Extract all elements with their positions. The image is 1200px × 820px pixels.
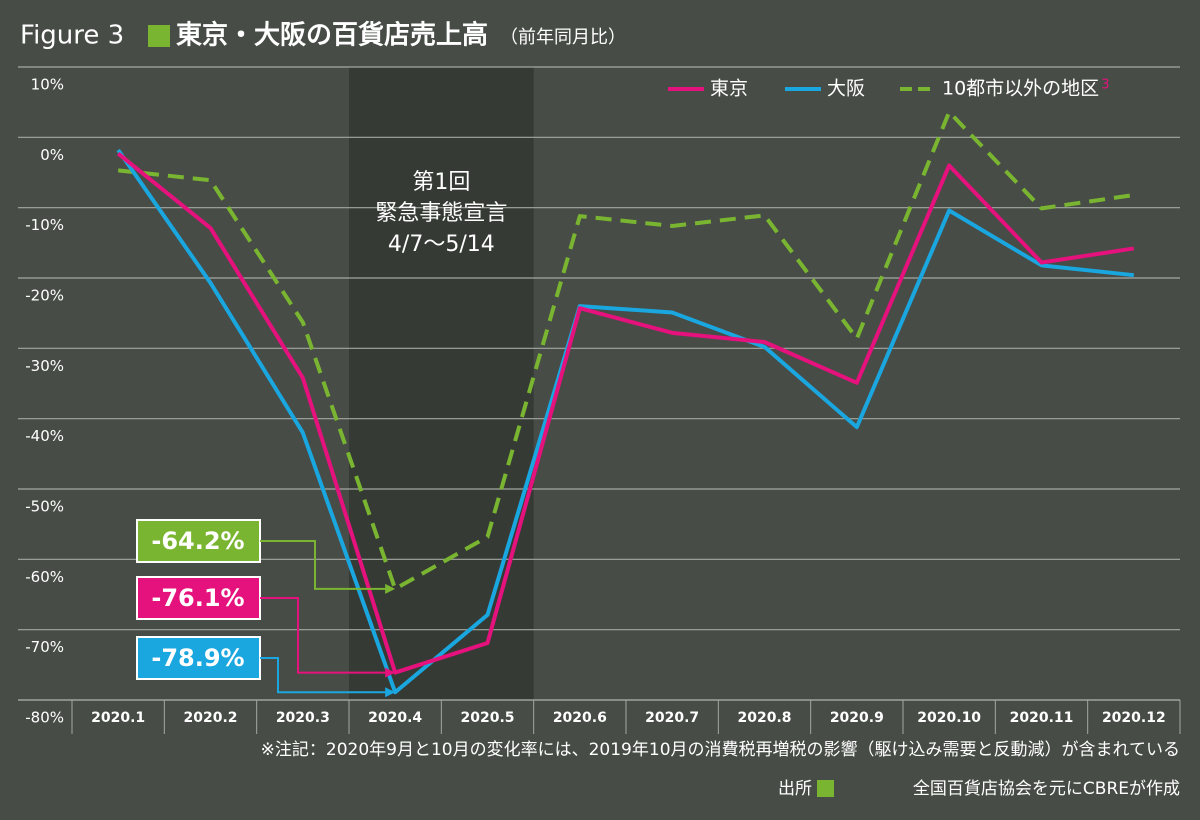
grid-layer: 10% 0% -10% -20% -30% -40% -50% -60% -70% -80% 202… [18, 66, 1181, 734]
line-layer [116, 110, 1135, 695]
callout-arrow [385, 687, 396, 698]
x-tick-label: 2020.12 [1102, 710, 1166, 726]
y-tick-label: -40% [25, 427, 64, 445]
source-label: 出所 [778, 779, 812, 799]
x-tick-label: 2020.10 [917, 710, 981, 726]
x-tick-label: 2020.1 [91, 710, 145, 726]
callout-connector [260, 657, 388, 694]
callout-arrow [385, 667, 396, 678]
annotation: 4/7〜5/14 [388, 232, 495, 257]
y-tick-label: -10% [25, 216, 64, 234]
title-marker [148, 25, 170, 47]
x-tick-label: 2020.8 [737, 710, 791, 726]
value-label: -76.1% [151, 584, 244, 612]
x-tick-label: 2020.9 [830, 710, 884, 726]
callout-box [136, 576, 261, 620]
x-tick-label: 2020.6 [553, 710, 607, 726]
y-tick-label: -20% [25, 287, 64, 305]
callout-arrow [385, 583, 396, 594]
x-tick-label: 2020.11 [1010, 710, 1074, 726]
x-tick-label: 2020.4 [368, 710, 422, 726]
y-tick-label: -30% [25, 357, 64, 375]
y-tick-label: 10% [31, 76, 64, 94]
callout-connector [260, 597, 388, 674]
series-line [116, 151, 1135, 675]
series-line [117, 110, 1135, 591]
source: 全国百貨店協会を元にCBREが作成 [913, 779, 1180, 799]
callout-connector [260, 540, 388, 590]
annotation: 緊急事態宣言 [375, 201, 507, 226]
x-tick-label: 2020.7 [645, 710, 699, 726]
series-line [116, 148, 1135, 695]
legend-note: 3 [1101, 78, 1109, 93]
source-marker [817, 780, 834, 797]
chart-title: 東京・大阪の百貨店売上高 [176, 20, 488, 51]
callout-box [136, 636, 261, 680]
legend-label: 10都市以外の地区 [942, 78, 1099, 100]
figure-label: Figure 3 [20, 21, 124, 51]
x-tick-label: 2020.5 [460, 710, 514, 726]
emergency-band-layer [349, 67, 534, 700]
x-tick-label: 2020.3 [276, 710, 330, 726]
annotation: 第1回 [412, 170, 470, 195]
note: ※注記：2020年9月と10月の変化率には、2019年10月の消費税再増税の影響… [261, 740, 1180, 760]
y-tick-label: -50% [25, 498, 64, 516]
chart-subtitle: （前年同月比） [500, 27, 626, 48]
y-tick-label: -80% [25, 709, 64, 727]
x-tick-label: 2020.2 [183, 710, 237, 726]
value-label: -64.2% [151, 527, 244, 555]
y-tick-label: 0% [40, 146, 64, 164]
y-tick-label: -60% [25, 568, 64, 586]
value-label: -78.9% [151, 644, 244, 672]
legend-label: 大阪 [827, 78, 865, 100]
legend-label: 東京 [710, 78, 748, 100]
emergency-band [349, 67, 534, 700]
y-tick-label: -70% [25, 638, 64, 656]
